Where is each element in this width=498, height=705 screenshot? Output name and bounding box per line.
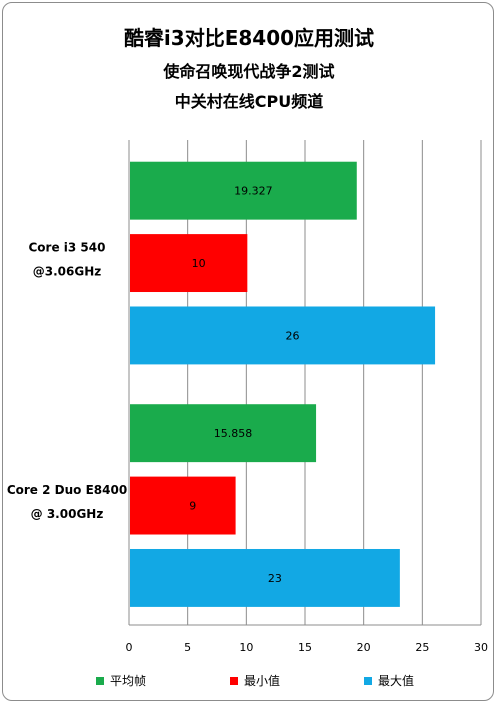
data-label-1-2: 23 xyxy=(268,572,282,585)
data-label-1-1: 9 xyxy=(189,500,196,513)
bar-0-1 xyxy=(130,234,248,293)
bar-1-0 xyxy=(130,404,317,463)
legend-label-max: 最大值 xyxy=(378,674,415,688)
legend-item-max: 最大值 xyxy=(364,672,414,689)
x-tick-label-25: 25 xyxy=(415,641,429,654)
legend-swatch-max xyxy=(364,676,372,685)
legend-swatch-avg xyxy=(96,676,104,685)
bar-1-1 xyxy=(130,476,236,535)
x-tick-label-30: 30 xyxy=(474,641,488,654)
category-label-1-line-1: @ 3.00GHz xyxy=(31,507,104,521)
category-label-0-line-0: Core i3 540 xyxy=(29,240,106,254)
chart-subtitle: 使命召唤现代战争2测试 xyxy=(163,62,335,81)
chart-subtitle-source: 中关村在线CPU频道 xyxy=(174,92,324,111)
legend-label-avg: 平均帧 xyxy=(110,674,147,688)
bar-1-2 xyxy=(130,548,400,607)
legend-item-min: 最小值 xyxy=(230,672,280,689)
data-label-0-1: 10 xyxy=(192,257,206,270)
bar-0-2 xyxy=(130,306,436,365)
x-tick-label-20: 20 xyxy=(357,641,371,654)
category-label-0-line-1: @3.06GHz xyxy=(33,264,102,278)
data-label-0-2: 26 xyxy=(286,329,300,342)
legend-item-avg: 平均帧 xyxy=(96,672,146,689)
chart-title: 酷睿i3对比E8400应用测试 xyxy=(123,26,375,50)
x-tick-label-0: 0 xyxy=(126,641,133,654)
data-label-0-0: 19.327 xyxy=(234,185,273,198)
x-tick-label-10: 10 xyxy=(239,641,253,654)
data-label-1-0: 15.858 xyxy=(214,427,253,440)
legend-label-min: 最小值 xyxy=(244,674,281,688)
category-label-1-line-0: Core 2 Duo E8400 xyxy=(7,483,127,497)
bar-0-0 xyxy=(130,161,357,220)
legend-swatch-min xyxy=(230,676,238,685)
x-tick-label-15: 15 xyxy=(298,641,312,654)
x-tick-label-5: 5 xyxy=(184,641,191,654)
